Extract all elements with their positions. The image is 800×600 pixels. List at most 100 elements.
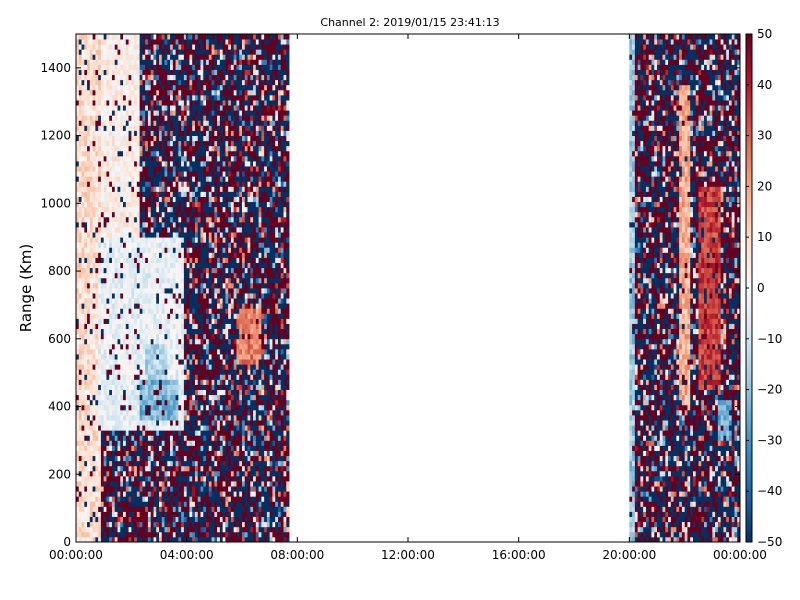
- heatmap-cell: [100, 288, 105, 294]
- heatmap-cell: [150, 298, 154, 304]
- heatmap-cell: [203, 440, 207, 446]
- heatmap-cell: [87, 313, 91, 319]
- heatmap-cell: [150, 242, 154, 248]
- heatmap-cell: [81, 308, 85, 314]
- heatmap-cell: [172, 135, 176, 142]
- heatmap-cell: [183, 460, 188, 467]
- heatmap-cell: [103, 354, 107, 360]
- heatmap-cell: [120, 34, 124, 40]
- heatmap-cell: [125, 44, 129, 50]
- heatmap-cell: [103, 191, 107, 197]
- heatmap-cell: [211, 176, 215, 182]
- heatmap-cell: [156, 475, 160, 482]
- heatmap-cell: [89, 94, 93, 101]
- heatmap-cell: [92, 288, 96, 294]
- heatmap-cell: [208, 506, 212, 512]
- heatmap-cell: [170, 89, 174, 96]
- heatmap-cell: [98, 135, 102, 142]
- heatmap-cell: [172, 79, 176, 86]
- heatmap-cell: [189, 191, 193, 197]
- heatmap-cell: [175, 262, 179, 269]
- heatmap-cell: [125, 135, 129, 142]
- heatmap-cell: [117, 181, 121, 187]
- heatmap-cell: [139, 161, 143, 167]
- heatmap-cell: [103, 155, 107, 162]
- heatmap-cell: [103, 84, 107, 91]
- heatmap-cell: [142, 323, 146, 330]
- heatmap-cell: [78, 34, 82, 40]
- heatmap-cell: [109, 440, 113, 446]
- heatmap-cell: [211, 140, 215, 147]
- heatmap-cell: [84, 155, 88, 162]
- heatmap-cell: [197, 242, 201, 248]
- heatmap-cell: [183, 323, 188, 330]
- heatmap-cell: [142, 247, 146, 253]
- heatmap-cell: [156, 79, 160, 86]
- heatmap-cell: [120, 298, 124, 304]
- heatmap-cell: [200, 399, 204, 406]
- heatmap-cell: [200, 64, 204, 70]
- heatmap-cell: [208, 323, 212, 330]
- heatmap-cell: [159, 425, 163, 431]
- heatmap-cell: [92, 74, 96, 81]
- heatmap-cell: [203, 34, 207, 40]
- heatmap-cell: [150, 379, 154, 385]
- heatmap-cell: [186, 145, 190, 152]
- heatmap-cell: [183, 526, 188, 533]
- heatmap-cell: [103, 206, 107, 213]
- heatmap-cell: [125, 237, 129, 243]
- heatmap-cell: [200, 496, 204, 502]
- heatmap-cell: [128, 440, 132, 446]
- heatmap-cell: [106, 420, 110, 426]
- heatmap-cell: [153, 379, 157, 385]
- heatmap-cell: [128, 348, 132, 355]
- heatmap-cell: [206, 140, 210, 147]
- heatmap-cell: [100, 105, 105, 111]
- heatmap-cell: [142, 135, 146, 142]
- heatmap-cell: [145, 191, 149, 197]
- heatmap-cell: [161, 440, 165, 446]
- heatmap-cell: [111, 374, 116, 380]
- heatmap-cell: [194, 277, 199, 284]
- heatmap-cell: [145, 409, 149, 416]
- heatmap-cell: [100, 145, 105, 152]
- heatmap-cell: [78, 496, 82, 502]
- heatmap-cell: [84, 465, 88, 472]
- heatmap-cell: [117, 374, 121, 380]
- heatmap-cell: [183, 435, 188, 441]
- heatmap-cell: [208, 491, 212, 497]
- heatmap-cell: [103, 501, 107, 507]
- heatmap-cell: [181, 150, 185, 157]
- heatmap-cell: [81, 511, 85, 517]
- heatmap-cell: [111, 100, 116, 106]
- heatmap-cell: [153, 252, 157, 258]
- heatmap-cell: [114, 379, 118, 385]
- heatmap-cell: [98, 475, 102, 482]
- heatmap-cell: [181, 399, 185, 406]
- heatmap-cell: [189, 481, 193, 487]
- heatmap-cell: [175, 440, 179, 446]
- heatmap-cell: [189, 186, 193, 192]
- heatmap-cell: [211, 318, 215, 324]
- heatmap-cell: [87, 323, 91, 330]
- heatmap-cell: [120, 323, 124, 330]
- heatmap-cell: [92, 501, 96, 507]
- heatmap-cell: [76, 399, 80, 406]
- heatmap-cell: [106, 374, 110, 380]
- heatmap-cell: [111, 333, 116, 340]
- heatmap-cell: [98, 140, 102, 147]
- heatmap-cell: [95, 450, 99, 457]
- heatmap-cell: [175, 404, 179, 411]
- heatmap-cell: [189, 130, 193, 136]
- heatmap-cell: [150, 145, 154, 152]
- heatmap-cell: [120, 206, 124, 213]
- heatmap-cell: [120, 531, 124, 538]
- heatmap-cell: [111, 303, 116, 309]
- heatmap-cell: [189, 69, 193, 76]
- heatmap-cell: [139, 237, 143, 243]
- heatmap-cell: [95, 440, 99, 446]
- heatmap-cell: [203, 430, 207, 436]
- heatmap-cell: [197, 232, 201, 238]
- heatmap-cell: [200, 511, 204, 517]
- heatmap-cell: [81, 150, 85, 157]
